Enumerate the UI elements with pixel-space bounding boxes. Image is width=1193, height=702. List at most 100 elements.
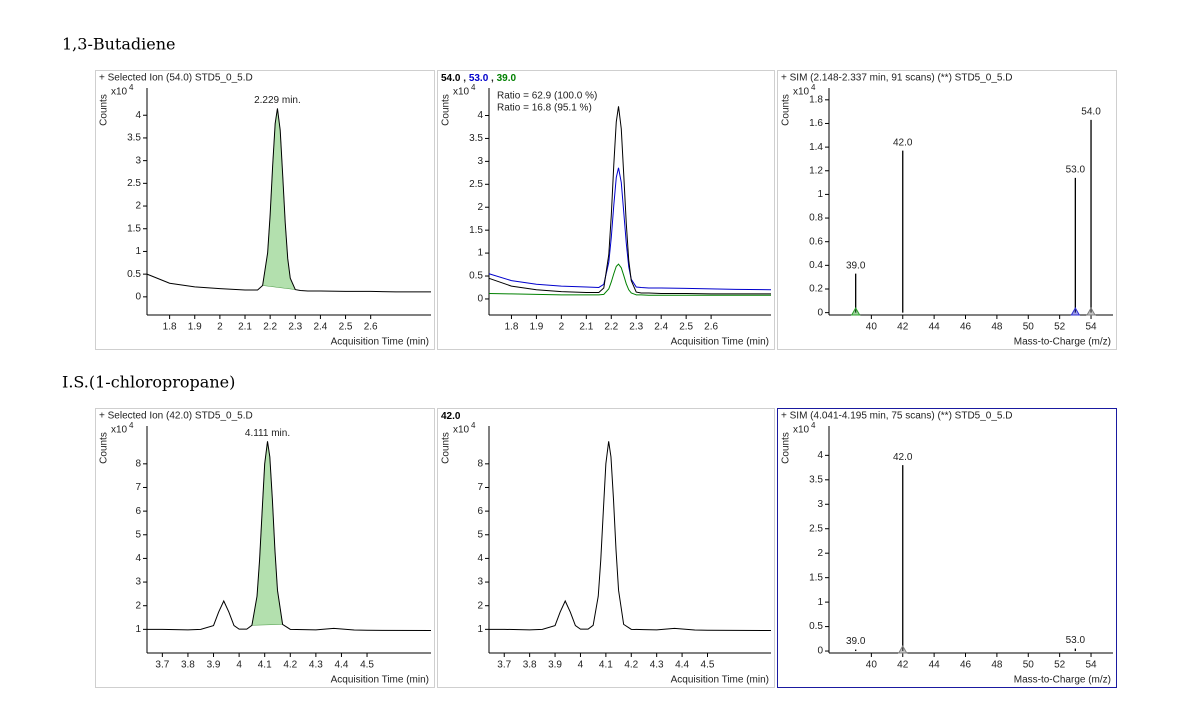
bar-label: 53.0 bbox=[1066, 635, 1086, 646]
y-axis-label: Counts bbox=[99, 432, 110, 464]
x-tick-label: 3.7 bbox=[497, 660, 511, 671]
x-tick-label: 50 bbox=[1023, 660, 1035, 671]
x-axis-label: Acquisition Time (min) bbox=[331, 675, 429, 686]
peak-label: 2.229 min. bbox=[254, 95, 301, 106]
y-tick-label: 1 bbox=[817, 597, 823, 608]
x-axis-label: Acquisition Time (min) bbox=[331, 337, 429, 348]
y-tick-label: 8 bbox=[477, 458, 483, 469]
bar-label: 39.0 bbox=[846, 260, 866, 271]
x-tick-label: 2.4 bbox=[313, 322, 327, 333]
x-tick-label: 48 bbox=[991, 322, 1003, 333]
y-tick-label: 1.2 bbox=[809, 165, 823, 176]
y-tick-label: 3 bbox=[477, 156, 483, 167]
y-tick-label: 0.4 bbox=[809, 260, 823, 271]
y-scale-exponent: 4 bbox=[129, 421, 134, 430]
y-tick-label: 1.5 bbox=[809, 572, 823, 583]
chart-title: + Selected Ion (42.0) STD5_0_5.D bbox=[99, 411, 253, 422]
x-tick-label: 4.4 bbox=[675, 660, 689, 671]
y-tick-label: 0 bbox=[817, 307, 823, 318]
x-tick-label: 3.9 bbox=[548, 660, 562, 671]
chart-title: 42.0 bbox=[441, 411, 461, 422]
y-tick-label: 1 bbox=[477, 248, 483, 259]
y-tick-label: 0.5 bbox=[127, 269, 141, 280]
y-tick-label: 0 bbox=[135, 291, 141, 302]
y-axis-label: Counts bbox=[441, 432, 452, 464]
y-tick-label: 6 bbox=[477, 506, 483, 517]
data-line bbox=[488, 263, 771, 296]
y-scale-base: x10 bbox=[111, 87, 128, 98]
y-axis-label: Counts bbox=[99, 94, 110, 126]
y-tick-label: 2.5 bbox=[127, 178, 141, 189]
ion-marker bbox=[1086, 306, 1096, 316]
x-tick-label: 4.5 bbox=[701, 660, 715, 671]
title-separator: , bbox=[460, 73, 468, 84]
x-tick-label: 4.1 bbox=[599, 660, 613, 671]
panel-frame bbox=[437, 408, 775, 688]
y-tick-label: 0.5 bbox=[809, 621, 823, 632]
x-tick-label: 4.2 bbox=[283, 660, 297, 671]
x-tick-label: 2 bbox=[559, 322, 565, 333]
y-tick-label: 4 bbox=[817, 450, 823, 461]
peak-label: 4.111 min. bbox=[245, 428, 290, 439]
y-tick-label: 1.4 bbox=[809, 142, 823, 153]
data-line bbox=[147, 441, 432, 632]
panel-frame bbox=[437, 70, 775, 350]
data-line bbox=[146, 108, 431, 293]
y-tick-label: 1 bbox=[135, 624, 141, 635]
y-tick-label: 2 bbox=[135, 600, 141, 611]
panel-frame bbox=[777, 70, 1117, 350]
y-scale-exponent: 4 bbox=[129, 83, 134, 92]
x-tick-label: 54 bbox=[1085, 660, 1097, 671]
x-tick-label: 2.4 bbox=[654, 322, 668, 333]
legend-entry: 54.0 bbox=[441, 73, 461, 84]
x-tick-label: 2.2 bbox=[263, 322, 277, 333]
x-tick-label: 46 bbox=[960, 660, 972, 671]
y-tick-label: 0.8 bbox=[809, 213, 823, 224]
y-tick-label: 2 bbox=[135, 201, 141, 212]
x-tick-label: 44 bbox=[929, 322, 941, 333]
x-axis-label: Mass-to-Charge (m/z) bbox=[1014, 675, 1111, 686]
bar-label: 42.0 bbox=[893, 137, 913, 148]
data-line bbox=[488, 106, 771, 295]
y-tick-label: 1.6 bbox=[809, 118, 823, 129]
chart-title: + SIM (2.148-2.337 min, 91 scans) (**) S… bbox=[781, 73, 1013, 84]
x-axis-label: Acquisition Time (min) bbox=[671, 337, 769, 348]
x-tick-label: 4 bbox=[236, 660, 242, 671]
y-tick-label: 1 bbox=[135, 246, 141, 257]
y-tick-label: 0 bbox=[477, 294, 483, 305]
chart-panel: + Selected Ion (42.0) STD5_0_5.D Countsx1… bbox=[95, 408, 435, 688]
x-tick-label: 4.5 bbox=[360, 660, 374, 671]
ion-marker bbox=[1070, 306, 1081, 316]
x-tick-label: 42 bbox=[897, 322, 909, 333]
x-tick-label: 4.1 bbox=[258, 660, 272, 671]
section-heading: I.S.(1-chloropropane) bbox=[62, 373, 235, 392]
y-scale-exponent: 4 bbox=[811, 83, 816, 92]
chart-title: 54.0 , 53.0 , 39.0 bbox=[441, 73, 517, 84]
x-tick-label: 2.5 bbox=[679, 322, 693, 333]
x-tick-label: 52 bbox=[1054, 660, 1066, 671]
x-tick-label: 3.8 bbox=[181, 660, 195, 671]
chart-panel: + SIM (4.041-4.195 min, 75 scans) (**) S… bbox=[777, 408, 1117, 688]
y-tick-label: 1.5 bbox=[469, 225, 483, 236]
y-tick-label: 2 bbox=[817, 548, 823, 559]
x-tick-label: 54 bbox=[1085, 322, 1097, 333]
x-tick-label: 40 bbox=[866, 322, 878, 333]
x-tick-label: 42 bbox=[897, 660, 909, 671]
y-tick-label: 3 bbox=[477, 577, 483, 588]
x-tick-label: 46 bbox=[960, 322, 972, 333]
legend-entry: 39.0 bbox=[497, 73, 517, 84]
x-tick-label: 1.8 bbox=[505, 322, 519, 333]
x-tick-label: 2.2 bbox=[604, 322, 618, 333]
title-separator: , bbox=[488, 73, 496, 84]
chart-title: + Selected Ion (54.0) STD5_0_5.D bbox=[99, 73, 253, 84]
bar-label: 54.0 bbox=[1081, 107, 1101, 118]
x-tick-label: 2.6 bbox=[704, 322, 718, 333]
y-axis-label: Counts bbox=[441, 94, 452, 126]
y-tick-label: 0.6 bbox=[809, 236, 823, 247]
chart-panel: + Selected Ion (54.0) STD5_0_5.D Countsx1… bbox=[95, 70, 435, 350]
y-tick-label: 3 bbox=[135, 577, 141, 588]
y-tick-label: 5 bbox=[477, 529, 483, 540]
y-tick-label: 3.5 bbox=[127, 133, 141, 144]
